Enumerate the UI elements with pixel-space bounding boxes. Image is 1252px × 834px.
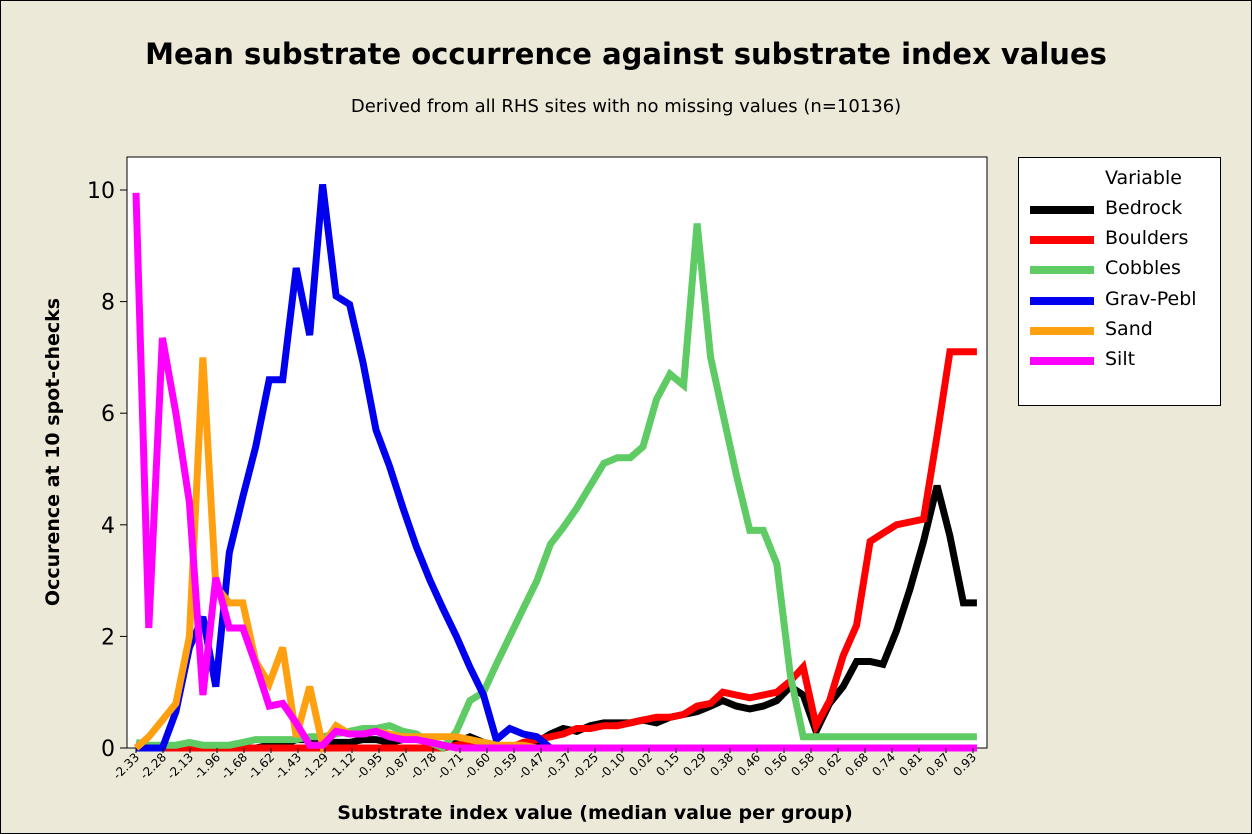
y-tick-label: 4 <box>101 514 115 539</box>
legend-item-cobbles: Cobbles <box>1019 255 1219 285</box>
legend-title: Variable <box>1105 167 1182 189</box>
y-axis: 0 2 4 6 8 10 <box>87 179 127 762</box>
legend-label-sand: Sand <box>1105 318 1153 340</box>
x-tick-label: -0.87 <box>380 750 412 782</box>
x-tick-label: -1.62 <box>245 750 277 782</box>
x-tick-label: -1.29 <box>299 750 331 782</box>
chart-title: Mean substrate occurrence against substr… <box>145 37 1107 71</box>
x-tick-label: -0.10 <box>596 750 628 782</box>
x-tick-label: 0.15 <box>653 750 682 779</box>
x-tick-label: -0.95 <box>353 750 385 782</box>
x-tick-label: 0.87 <box>923 750 952 779</box>
series-line-silt <box>132 192 977 752</box>
x-tick-label: -0.47 <box>515 750 547 782</box>
chart-subtitle: Derived from all RHS sites with no missi… <box>350 96 902 117</box>
x-tick-label: -0.71 <box>434 750 466 782</box>
x-tick-label: 0.81 <box>896 750 925 779</box>
x-tick-label: 0.46 <box>734 750 763 779</box>
legend-swatch-silt <box>1030 357 1094 365</box>
y-tick-label: 0 <box>101 737 115 762</box>
y-tick-label: 10 <box>87 179 115 204</box>
x-tick-label: -0.59 <box>488 750 520 782</box>
x-tick-label: 0.58 <box>788 750 817 779</box>
x-tick-label: 0.68 <box>842 750 871 779</box>
x-tick-label: -1.43 <box>272 750 304 782</box>
x-axis-label: Substrate index value (median value per … <box>337 802 853 824</box>
x-tick-label: -1.96 <box>191 750 223 782</box>
series-lines <box>132 183 977 754</box>
x-tick-label: -0.25 <box>569 750 601 782</box>
legend-item-sand: Sand <box>1019 316 1219 346</box>
y-tick-label: 6 <box>101 402 115 427</box>
legend-swatch-bedrock <box>1030 206 1094 214</box>
x-axis: -2.33-2.28-2.13-1.96-1.68-1.62-1.43-1.29… <box>110 748 979 782</box>
legend-label-silt: Silt <box>1105 348 1136 370</box>
x-tick-label: -2.33 <box>110 750 142 782</box>
x-tick-label: -0.60 <box>461 750 493 782</box>
legend-swatch-sand <box>1030 327 1094 335</box>
legend-item-silt: Silt <box>1019 346 1219 376</box>
legend-swatch-cobbles <box>1030 266 1094 274</box>
legend-item-bedrock: Bedrock <box>1019 195 1219 225</box>
x-tick-label: -2.13 <box>164 750 196 782</box>
x-tick-label: 0.38 <box>707 750 736 779</box>
y-tick-label: 2 <box>101 625 115 650</box>
series-line-cobbles <box>135 223 977 753</box>
x-tick-label: -2.28 <box>137 750 169 782</box>
legend: Variable Bedrock Boulders Cobbles Grav-P… <box>1018 157 1221 406</box>
legend-swatch-grav-pebl <box>1030 297 1094 305</box>
legend-label-boulders: Boulders <box>1105 227 1189 249</box>
legend-label-bedrock: Bedrock <box>1105 197 1183 219</box>
x-tick-label: 0.56 <box>761 750 790 779</box>
x-tick-label: 0.62 <box>815 750 844 779</box>
x-tick-label: 0.29 <box>680 750 709 779</box>
legend-swatch-boulders <box>1030 236 1094 244</box>
legend-item-grav-pebl: Grav-Pebl <box>1019 286 1219 316</box>
x-tick-label: -0.37 <box>542 750 574 782</box>
x-tick-label: -0.78 <box>407 750 439 782</box>
y-tick-label: 8 <box>101 291 115 316</box>
legend-item-boulders: Boulders <box>1019 225 1219 255</box>
x-tick-label: 0.93 <box>950 750 979 779</box>
x-tick-label: 0.02 <box>626 750 655 779</box>
legend-label-grav-pebl: Grav-Pebl <box>1105 288 1197 310</box>
x-tick-label: -1.12 <box>326 750 358 782</box>
legend-label-cobbles: Cobbles <box>1105 257 1181 279</box>
x-tick-label: -1.68 <box>218 750 250 782</box>
y-axis-label: Occurence at 10 spot-checks <box>42 298 64 606</box>
series-line-boulders <box>136 348 977 752</box>
x-tick-label: 0.74 <box>869 750 898 779</box>
